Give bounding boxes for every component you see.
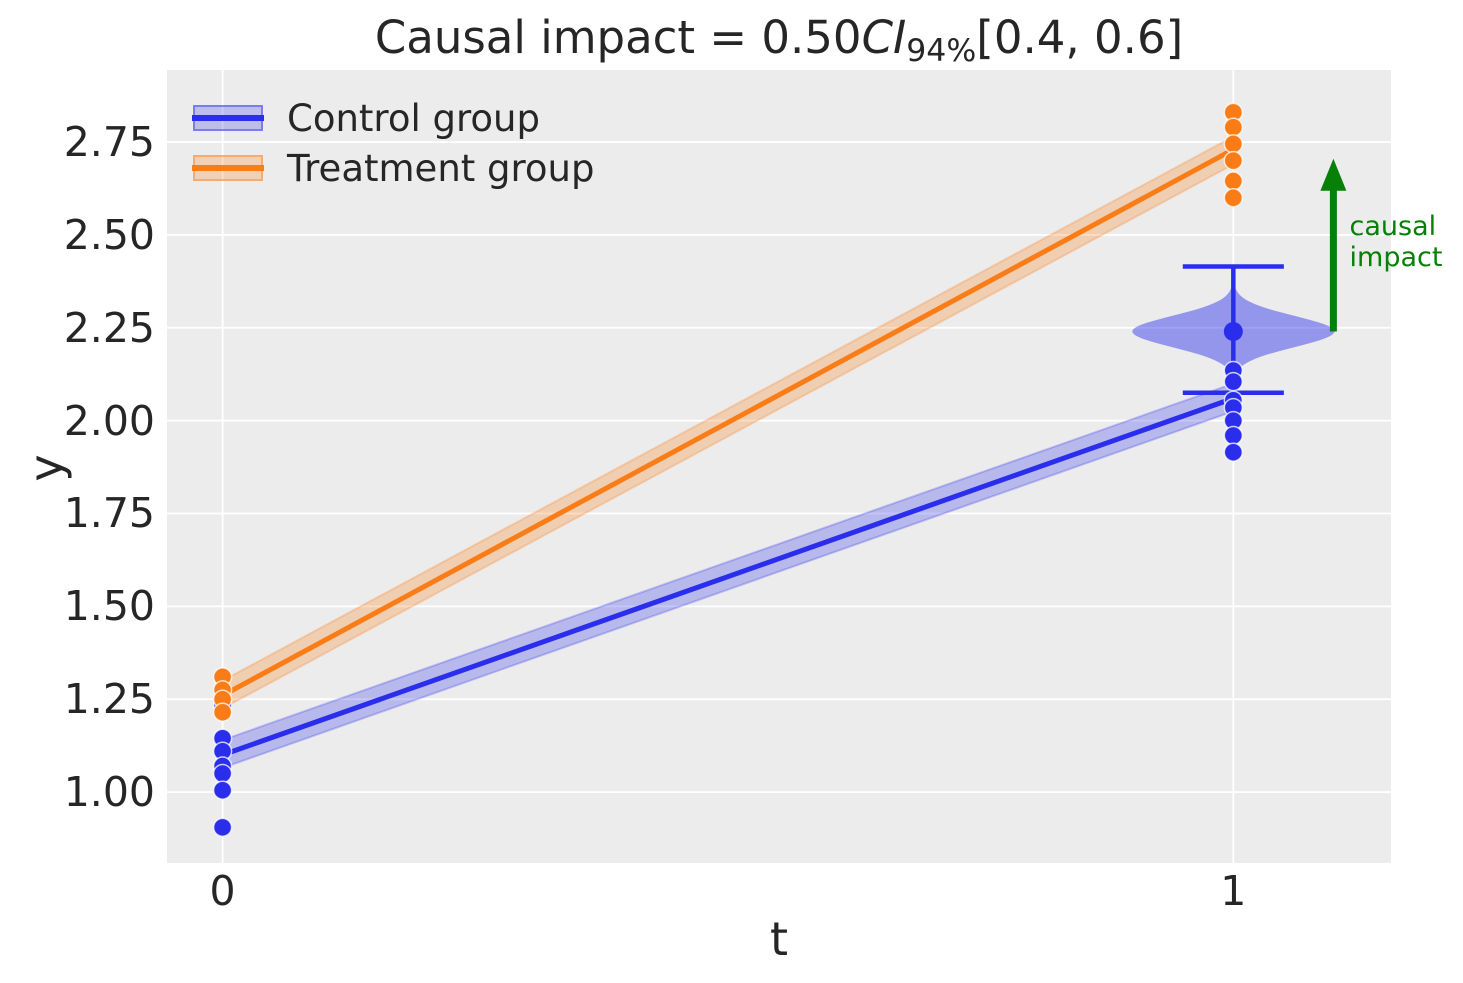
title-ci-subscript: 94%: [906, 32, 977, 69]
control-data-point: [212, 763, 233, 784]
control-data-point: [212, 817, 233, 838]
legend-item-control: Control group: [192, 93, 595, 143]
chart-title: Causal impact = 0.50CI94%[0.4, 0.6]: [167, 12, 1391, 77]
y-tick-label: 2.00: [63, 396, 155, 445]
annotation-line-1: causal: [1349, 210, 1437, 242]
x-tick-label: 0: [209, 867, 236, 915]
y-tick-label: 2.50: [63, 210, 155, 259]
control-trend-line: [221, 395, 1235, 758]
y-tick-label: 1.25: [63, 675, 155, 724]
treatment-trend-line: [221, 147, 1235, 698]
treatment-data-point: [1223, 188, 1244, 208]
title-prefix: Causal impact = 0.50: [374, 11, 862, 64]
y-tick-label: 1.75: [63, 489, 155, 538]
y-tick-label: 1.00: [63, 768, 155, 817]
title-interval: [0.4, 0.6]: [976, 11, 1184, 64]
legend-swatch-treatment: [192, 155, 264, 181]
causal-impact-annotation: causal impact: [1350, 211, 1443, 273]
control-data-point: [1223, 371, 1244, 392]
axes-background: [167, 70, 1391, 863]
y-tick-label: 1.50: [63, 582, 155, 631]
legend-swatch-line: [192, 115, 264, 121]
y-axis-label: y: [19, 454, 73, 482]
treatment-data-point: [1223, 171, 1244, 191]
y-tick-label: 2.75: [63, 118, 155, 167]
legend-item-treatment: Treatment group: [192, 143, 595, 193]
causal-impact-arrow-head: [1320, 158, 1347, 191]
x-axis-label: t: [769, 912, 789, 966]
treatment-data-point: [212, 702, 233, 722]
y-tick-label: 2.25: [63, 303, 155, 352]
annotation-line-2: impact: [1349, 241, 1443, 273]
control-data-point: [212, 780, 233, 800]
legend-label: Treatment group: [287, 146, 595, 190]
legend-label: Control group: [287, 96, 540, 140]
control-data-point: [1223, 425, 1244, 446]
title-ci-symbol: CI: [861, 11, 907, 64]
legend: Control group Treatment group: [192, 93, 595, 193]
control-data-point: [1223, 442, 1244, 462]
x-tick-label: 1: [1220, 867, 1247, 915]
treatment-data-point: [1223, 150, 1244, 171]
legend-swatch-control: [192, 105, 264, 131]
counterfactual-mean-point: [1223, 321, 1243, 341]
legend-swatch-line: [192, 165, 264, 171]
treatment-data-point: [1223, 117, 1244, 137]
treatment-data-point: [1223, 134, 1244, 154]
